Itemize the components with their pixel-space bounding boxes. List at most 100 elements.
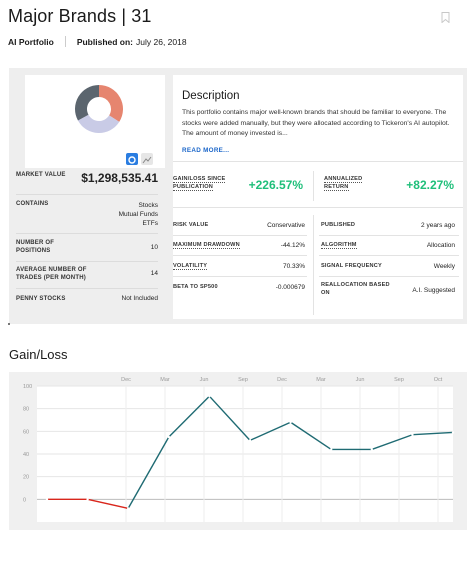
contains-item: Mutual Funds [118, 211, 158, 218]
published-stat-label: PUBLISHED [321, 222, 356, 228]
data-point [370, 448, 373, 451]
divider [16, 194, 158, 195]
donut-view-icon[interactable] [126, 153, 138, 165]
x-tick-label: Jun [356, 377, 365, 383]
x-tick-label: Mar [316, 377, 326, 383]
read-more-link[interactable]: READ MORE... [182, 147, 230, 154]
meta-divider [64, 36, 66, 47]
gain-loss-chart-svg: 100 80 60 40 20 0 Dec Mar Jun Sep Dec Mar Jun Sep Oct [23, 377, 455, 522]
series-segment [371, 434, 413, 451]
y-tick-label: 100 [23, 384, 32, 390]
data-point [451, 431, 455, 434]
divider [319, 235, 459, 236]
x-tick-label: Sep [394, 377, 404, 383]
algorithm-label-text: ALGORITHM [321, 242, 357, 249]
series-segment [127, 436, 170, 509]
trades-row: AVERAGE NUMBER OF TRADES (PER MONTH) 14 [16, 267, 158, 282]
data-point [86, 498, 89, 501]
line-chart-icon[interactable] [141, 153, 153, 165]
allocation-card [25, 75, 165, 168]
data-point [127, 507, 130, 510]
gain-loss-section-title: Gain/Loss [9, 347, 68, 362]
beta-label: BETA TO SP500 [173, 284, 218, 290]
max-drawdown-value: -44.12% [280, 242, 305, 249]
series-segment [208, 395, 251, 441]
gain-loss-label: GAIN/LOSS SINCE PUBLICATION [173, 176, 235, 191]
volatility-value: 70.33% [282, 263, 305, 270]
x-tick-label: Dec [121, 377, 131, 383]
trades-value: 14 [150, 270, 158, 277]
volatility-label-text: VOLATILITY [173, 263, 208, 270]
donut-slice [99, 85, 123, 122]
published-label: Published on: [76, 36, 134, 47]
penny-stocks-label: PENNY STOCKS [16, 296, 66, 302]
annualized-return-label-text: ANNUALIZED RETURN [324, 176, 363, 191]
reallocation-value: A.I. Suggested [412, 287, 455, 294]
contains-item: Stocks [138, 202, 158, 209]
published-date: July 26, 2018 [136, 36, 187, 47]
y-tick-label: 80 [23, 407, 29, 413]
risk-label: RISK VALUE [173, 222, 209, 228]
trades-label: AVERAGE NUMBER OF TRADES (PER MONTH) [16, 267, 87, 281]
algorithm-value: Allocation [426, 242, 455, 249]
x-tick-label: Sep [238, 377, 248, 383]
y-tick-label: 0 [23, 497, 26, 503]
divider [16, 288, 158, 289]
market-value-row: MARKET VALUE $1,298,535.41 [16, 171, 158, 185]
divider [173, 255, 307, 256]
y-tick-label: 60 [23, 429, 29, 435]
divider [173, 207, 463, 208]
contains-list: Stocks Mutual Funds ETFs [119, 201, 158, 228]
series-segment [168, 395, 210, 438]
gain-loss-value: +226.57% [248, 178, 303, 192]
x-tick-label: Oct [434, 377, 443, 383]
signal-frequency-value: Weekly [433, 263, 455, 270]
description-title: Description [182, 90, 240, 102]
y-tick-label: 20 [23, 475, 29, 481]
divider [173, 276, 307, 277]
page-title: Major Brands | 31 [8, 6, 152, 26]
max-drawdown-label-text: MAXIMUM DRAWDOWN [173, 242, 240, 249]
divider [313, 171, 314, 201]
market-value: $1,298,535.41 [81, 171, 158, 185]
reallocation-label: REALLOCATION BASED ON [321, 282, 390, 296]
divider [173, 161, 463, 162]
portfolio-meta: AI Portfolio Published on: July 26, 2018 [8, 36, 187, 47]
market-value-label: MARKET VALUE [16, 172, 66, 178]
data-point [411, 433, 414, 436]
series-segment [290, 421, 332, 451]
data-point [248, 439, 252, 442]
divider [16, 233, 158, 234]
series-segment [412, 431, 454, 436]
signal-frequency-label: SIGNAL FREQUENCY [321, 263, 382, 269]
x-tick-label: Mar [160, 377, 170, 383]
algorithm-label: ALGORITHM [321, 242, 357, 250]
positions-label: NUMBER OF POSITIONS [16, 240, 55, 254]
description-text: This portfolio contains major well-known… [182, 109, 450, 137]
beta-value: -0.000679 [275, 284, 305, 291]
donut-slice [75, 85, 99, 121]
series-segment [87, 498, 129, 510]
annualized-return-value: +82.27% [406, 178, 454, 192]
section-marker [8, 323, 10, 325]
bookmark-icon[interactable] [441, 12, 450, 23]
x-tick-label: Dec [277, 377, 287, 383]
data-point [208, 395, 211, 398]
data-point [289, 421, 292, 424]
penny-stocks-row: PENNY STOCKS Not Included [16, 295, 158, 304]
divider [173, 235, 307, 236]
brand-label[interactable]: AI Portfolio [8, 36, 54, 47]
risk-value: Conservative [267, 222, 305, 229]
gain-loss-label-text: GAIN/LOSS SINCE PUBLICATION [173, 176, 226, 191]
description-card: Description This portfolio contains majo… [173, 75, 463, 319]
series-segment [249, 421, 291, 442]
allocation-donut-chart [75, 85, 123, 133]
contains-row: CONTAINS Stocks Mutual Funds ETFs [16, 201, 158, 227]
published-stat-value: 2 years ago [421, 222, 455, 229]
positions-value: 10 [150, 244, 158, 251]
volatility-label: VOLATILITY [173, 263, 208, 271]
y-tick-label: 40 [23, 452, 29, 458]
divider [313, 215, 314, 315]
data-point [330, 448, 333, 451]
gain-loss-chart: 100 80 60 40 20 0 Dec Mar Jun Sep Dec Mar Jun Sep Oct [9, 372, 467, 530]
